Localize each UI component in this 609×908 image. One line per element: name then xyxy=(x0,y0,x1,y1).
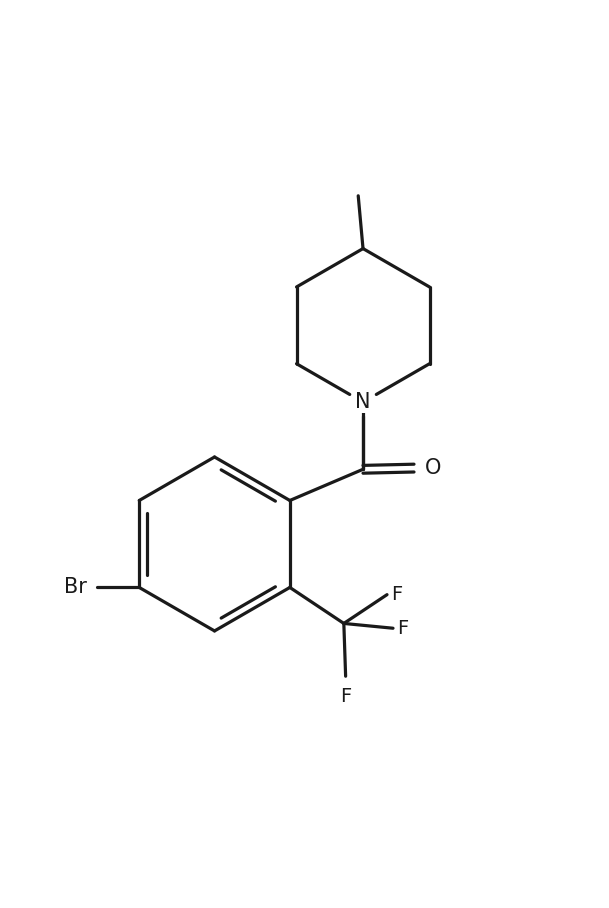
Text: N: N xyxy=(355,392,371,412)
Text: F: F xyxy=(340,687,351,706)
Text: F: F xyxy=(397,618,409,637)
Text: F: F xyxy=(391,585,403,604)
Text: O: O xyxy=(425,459,441,479)
Text: Br: Br xyxy=(63,577,86,597)
